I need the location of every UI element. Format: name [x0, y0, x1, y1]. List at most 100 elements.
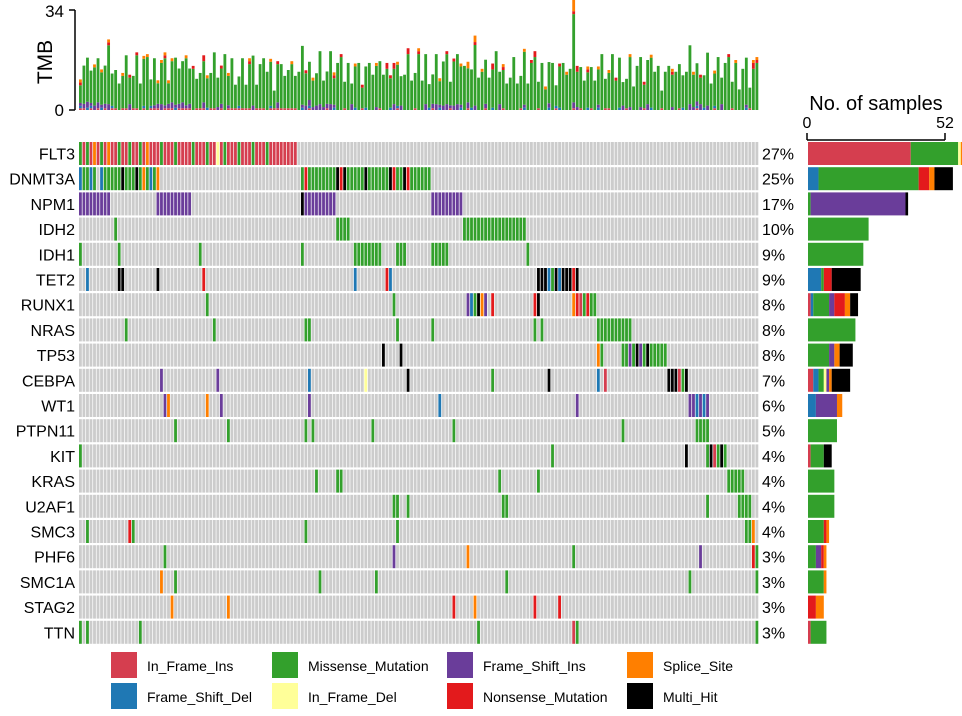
- empty-cell: [628, 469, 632, 493]
- tmb-bar-segment: [237, 105, 241, 109]
- side-bar-segment: [960, 142, 962, 165]
- empty-cell: [653, 217, 657, 241]
- empty-cell: [544, 293, 547, 317]
- empty-cell: [737, 293, 741, 317]
- empty-cell: [681, 494, 685, 518]
- empty-cell: [209, 343, 213, 367]
- empty-cell: [625, 570, 628, 594]
- tmb-bar-segment: [293, 75, 297, 109]
- empty-cell: [533, 394, 537, 417]
- empty-cell: [286, 368, 290, 392]
- empty-cell: [315, 545, 318, 569]
- empty-cell: [642, 545, 646, 569]
- side-bar-segment: [839, 343, 853, 367]
- tmb-bar-segment: [311, 80, 315, 108]
- empty-cell: [561, 469, 565, 493]
- empty-cell: [269, 167, 273, 191]
- empty-cell: [596, 394, 600, 417]
- empty-cell: [100, 268, 103, 291]
- mutation-cell: [473, 217, 477, 241]
- empty-cell: [427, 570, 431, 594]
- tmb-bar-segment: [308, 100, 311, 106]
- empty-cell: [360, 620, 364, 644]
- empty-cell: [505, 192, 509, 216]
- empty-cell: [128, 242, 132, 266]
- tmb-bar-segment: [255, 84, 258, 109]
- empty-cell: [311, 494, 315, 518]
- empty-cell: [389, 394, 392, 417]
- empty-cell: [336, 242, 340, 266]
- empty-cell: [374, 368, 378, 392]
- empty-cell: [297, 293, 301, 317]
- empty-cell: [110, 368, 114, 392]
- empty-cell: [603, 620, 607, 644]
- empty-cell: [325, 368, 329, 392]
- empty-cell: [681, 394, 685, 417]
- percentage-label: 27%: [762, 147, 794, 164]
- empty-cell: [748, 268, 752, 291]
- empty-cell: [744, 595, 748, 619]
- side-bar-segment: [836, 394, 843, 417]
- empty-cell: [498, 520, 502, 543]
- empty-cell: [734, 394, 738, 417]
- empty-cell: [565, 419, 569, 443]
- gene-label: KRAS: [31, 474, 75, 491]
- empty-cell: [258, 242, 262, 266]
- empty-cell: [537, 343, 540, 367]
- mutation-cell: [156, 268, 160, 291]
- empty-cell: [515, 242, 519, 266]
- empty-cell: [568, 192, 572, 216]
- empty-cell: [702, 368, 706, 392]
- tmb-bar-segment: [695, 105, 699, 109]
- empty-cell: [681, 242, 685, 266]
- empty-cell: [618, 595, 621, 619]
- empty-cell: [540, 343, 544, 367]
- empty-cell: [491, 520, 495, 543]
- mutation-cell: [364, 167, 368, 191]
- mutation-cell: [751, 545, 755, 569]
- empty-cell: [219, 469, 223, 493]
- mutation-cell: [508, 217, 512, 241]
- empty-cell: [611, 192, 614, 216]
- empty-cell: [441, 620, 445, 644]
- mutation-cell: [117, 142, 121, 165]
- gene-label: KIT: [50, 449, 75, 466]
- empty-cell: [403, 620, 406, 644]
- empty-cell: [505, 595, 509, 619]
- empty-cell: [568, 318, 572, 342]
- empty-cell: [607, 469, 611, 493]
- empty-cell: [167, 167, 170, 191]
- empty-cell: [93, 444, 96, 468]
- empty-cell: [128, 268, 132, 291]
- empty-cell: [198, 368, 202, 392]
- empty-cell: [533, 545, 537, 569]
- empty-cell: [547, 545, 551, 569]
- empty-cell: [755, 242, 759, 266]
- empty-cell: [86, 217, 89, 241]
- empty-cell: [494, 192, 498, 216]
- empty-cell: [315, 217, 318, 241]
- empty-cell: [529, 545, 533, 569]
- empty-cell: [237, 595, 241, 619]
- empty-cell: [378, 293, 382, 317]
- empty-cell: [241, 167, 244, 191]
- empty-cell: [364, 394, 368, 417]
- empty-cell: [202, 394, 206, 417]
- empty-cell: [79, 469, 82, 493]
- empty-cell: [554, 368, 558, 392]
- empty-cell: [142, 343, 146, 367]
- empty-cell: [487, 520, 491, 543]
- empty-cell: [343, 419, 347, 443]
- empty-cell: [209, 394, 213, 417]
- empty-cell: [554, 242, 558, 266]
- empty-cell: [628, 595, 632, 619]
- empty-cell: [656, 570, 660, 594]
- empty-cell: [755, 444, 759, 468]
- empty-cell: [202, 167, 206, 191]
- tmb-bar-segment: [135, 55, 139, 109]
- empty-cell: [237, 394, 241, 417]
- tmb-bar-segment: [417, 51, 421, 55]
- empty-cell: [639, 167, 643, 191]
- empty-cell: [688, 494, 692, 518]
- empty-cell: [89, 368, 93, 392]
